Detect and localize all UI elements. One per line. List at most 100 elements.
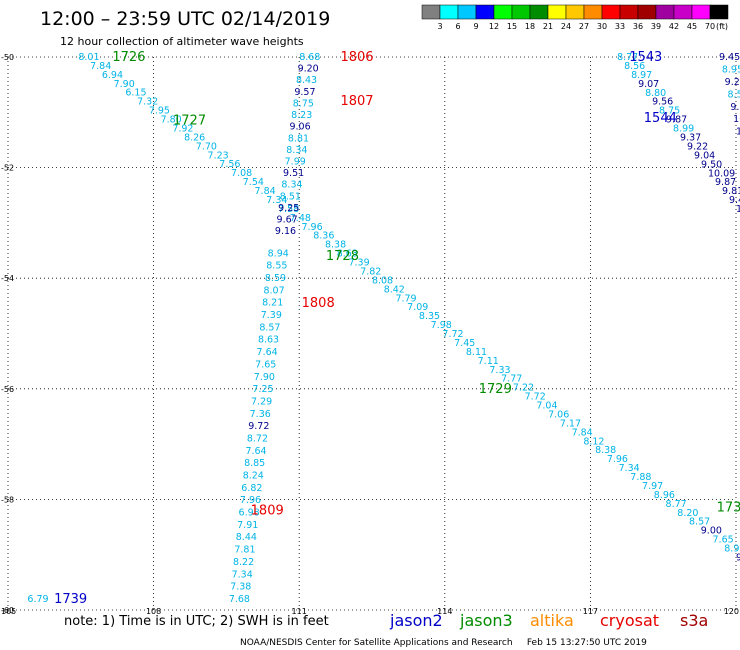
wave-height-value: 8.96 bbox=[654, 490, 675, 501]
wave-height-value: 8.81 bbox=[288, 133, 309, 144]
color-scale-label: 9 bbox=[473, 22, 478, 31]
wave-height-value: 7.54 bbox=[243, 177, 264, 188]
wave-height-value: 8.94 bbox=[268, 248, 289, 259]
color-swatch bbox=[439, 4, 459, 20]
color-scale-unit: (ft) bbox=[716, 22, 728, 31]
wave-height-value: 7.72 bbox=[442, 329, 463, 340]
pass-label: 1806 bbox=[340, 50, 373, 65]
chart-title: 12:00 – 23:59 UTC 02/14/2019 bbox=[40, 8, 330, 30]
wave-height-value: 8.08 bbox=[372, 275, 393, 286]
wave-height-value: 7.96 bbox=[607, 454, 628, 465]
wave-height-value: 8.77 bbox=[617, 52, 638, 63]
wave-height-value: 7.84 bbox=[255, 186, 276, 197]
wave-height-value: 9.25 bbox=[278, 203, 299, 214]
wave-height-value: 8.63 bbox=[337, 249, 358, 260]
wave-height-value: 10. bbox=[733, 114, 740, 125]
wave-height-value: 8.23 bbox=[291, 110, 312, 121]
wave-height-value: 8.72 bbox=[247, 433, 268, 444]
color-swatch bbox=[565, 4, 585, 20]
track-f: 6.79 bbox=[27, 594, 48, 605]
wave-height-value: 6.79 bbox=[27, 594, 48, 605]
wave-height-value: 8.55 bbox=[266, 261, 287, 272]
wave-height-value: 9.87 bbox=[715, 177, 736, 188]
color-swatch bbox=[583, 4, 603, 20]
pass-label: 1739 bbox=[54, 592, 87, 607]
wave-height-value: 7.33 bbox=[489, 365, 510, 376]
y-tick-label: -60 bbox=[1, 606, 14, 615]
wave-height-value: 7.96 bbox=[301, 222, 322, 233]
wave-height-value: 7.08 bbox=[231, 168, 252, 179]
x-tick-label: 120 bbox=[724, 607, 739, 616]
wave-height-value: 6.94 bbox=[102, 70, 123, 81]
wave-height-value: 8.38 bbox=[595, 445, 616, 456]
wave-height-value: 8.57 bbox=[689, 517, 710, 528]
wave-height-value: 7.91 bbox=[237, 520, 258, 531]
wave-height-tracks: 8.017.846.947.906.157.327.957.807.928.26… bbox=[27, 52, 740, 605]
wave-height-value: 7.90 bbox=[254, 372, 275, 383]
satellite-legend-altika: altika bbox=[530, 611, 574, 630]
color-swatch bbox=[457, 4, 477, 20]
color-swatch bbox=[709, 4, 729, 20]
color-scale-label: 30 bbox=[597, 22, 607, 31]
wave-height-value: 10.09 bbox=[708, 168, 735, 179]
wave-height-value: 8.97 bbox=[631, 70, 652, 81]
color-scale-legend: 3 6 9 12 15 18 21 24 27 30 33 36 39 42 45 70 (ft) bbox=[421, 4, 729, 31]
color-scale-label: 24 bbox=[561, 22, 571, 31]
wave-height-value: 7.36 bbox=[250, 409, 271, 420]
wave-height-value: 7.79 bbox=[395, 293, 416, 304]
wave-height-value: 7.68 bbox=[229, 594, 250, 605]
wave-height-value: 8.24 bbox=[243, 471, 264, 482]
pass-label: 1543 bbox=[629, 50, 662, 65]
wave-height-value: 9.37 bbox=[680, 133, 701, 144]
color-swatch bbox=[655, 4, 675, 20]
pass-label: 1544 bbox=[644, 111, 677, 126]
wave-height-value: 8.01 bbox=[78, 52, 99, 63]
wave-height-value: 9.81 bbox=[722, 186, 740, 197]
color-scale-label: 39 bbox=[651, 22, 661, 31]
color-swatch bbox=[691, 4, 711, 20]
wave-height-value: 8.36 bbox=[313, 231, 334, 242]
y-tick-label: -54 bbox=[1, 274, 14, 283]
wave-height-value: 8.42 bbox=[384, 284, 405, 295]
pass-label: 1729 bbox=[479, 382, 512, 397]
track-c: 8.948.558.598.078.217.398.578.637.647.65… bbox=[229, 248, 289, 605]
wave-height-value: 8.35 bbox=[419, 311, 440, 322]
x-tick-label: 108 bbox=[146, 607, 161, 616]
track-b: 8.689.208.439.578.758.239.068.818.347.99… bbox=[275, 52, 320, 237]
y-tick-label: -50 bbox=[1, 53, 14, 62]
track-d: 8.778.568.979.078.809.568.759.878.999.37… bbox=[617, 52, 740, 215]
wave-height-value: 7.22 bbox=[513, 383, 534, 394]
wave-height-value: 8.57 bbox=[259, 322, 280, 333]
wave-height-value: 10 bbox=[736, 127, 740, 138]
color-swatch bbox=[421, 4, 441, 20]
wave-height-value: 9.16 bbox=[275, 226, 296, 237]
wave-height-value: 8.44 bbox=[236, 532, 257, 543]
wave-height-value: 8.68 bbox=[299, 52, 320, 63]
footer-note: note: 1) Time is in UTC; 2) SWH is in fe… bbox=[64, 614, 329, 629]
wave-height-value: 6.98 bbox=[239, 508, 260, 519]
wave-height-value: 7.88 bbox=[630, 472, 651, 483]
wave-height-value: 7.34 bbox=[266, 195, 287, 206]
color-scale-label: 33 bbox=[615, 22, 625, 31]
color-scale-label: 3 bbox=[437, 22, 442, 31]
y-tick-label: -52 bbox=[1, 164, 14, 173]
wave-height-value: 7.06 bbox=[548, 409, 569, 420]
track-e: 9.458.95 9.238.55 9.110. 10 bbox=[719, 52, 740, 138]
wave-height-value: 9.20 bbox=[298, 64, 319, 75]
wave-height-value: 7.90 bbox=[114, 79, 135, 90]
wave-height-value: 8.59 bbox=[265, 273, 286, 284]
wave-height-value: 10 bbox=[736, 204, 740, 215]
x-tick-label: 114 bbox=[437, 607, 452, 616]
wave-height-value: 9.06 bbox=[289, 122, 310, 133]
lat-lon-grid bbox=[7, 56, 737, 611]
wave-height-value: 7.45 bbox=[454, 338, 475, 349]
wave-height-value: 7.56 bbox=[219, 159, 240, 170]
wave-height-value: 7.32 bbox=[137, 97, 158, 108]
wave-height-value: 8.26 bbox=[184, 132, 205, 143]
wave-height-value: 8.75 bbox=[659, 106, 680, 117]
wave-height-value: 7.64 bbox=[245, 446, 266, 457]
satellite-legend-s3a: s3a bbox=[680, 611, 708, 630]
wave-height-value: 8.07 bbox=[263, 285, 284, 296]
wave-height-value: 8.22 bbox=[233, 557, 254, 568]
